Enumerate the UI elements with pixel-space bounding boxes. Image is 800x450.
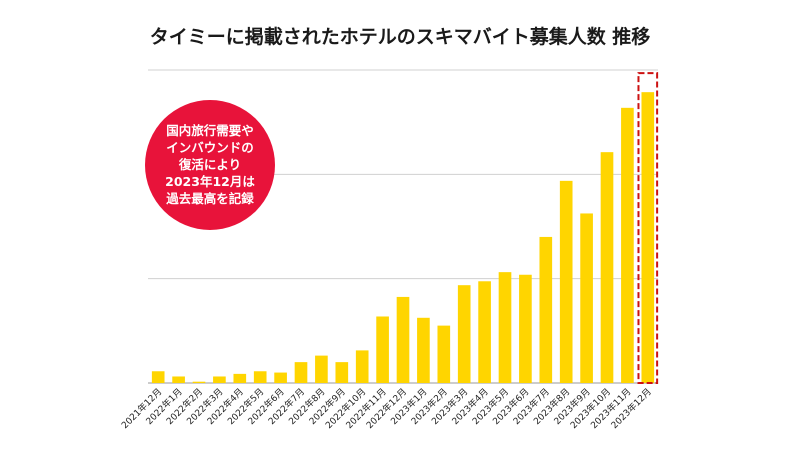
bar-17 xyxy=(478,281,491,383)
bar-13 xyxy=(396,296,410,383)
bar-3 xyxy=(192,381,206,383)
bar-19 xyxy=(519,274,532,383)
callout-text-line: 2023年12月は xyxy=(165,174,255,189)
bar-1 xyxy=(151,371,165,383)
callout-text-line: 国内旅行需要や xyxy=(166,123,254,138)
bar-4 xyxy=(213,376,226,383)
highlight-outline xyxy=(637,72,659,384)
callout-text-line: インバウンドの xyxy=(166,140,254,155)
bar-7 xyxy=(274,372,287,383)
bar-6 xyxy=(253,371,267,383)
bar-23 xyxy=(600,152,614,383)
chart-title: タイミーに掲載されたホテルのスキマバイト募集人数 推移 xyxy=(149,26,651,48)
bar-15 xyxy=(437,325,451,383)
callout-text-line: 過去最高を記録 xyxy=(165,191,254,206)
bar-18 xyxy=(498,272,512,383)
bar-14 xyxy=(417,317,430,383)
bar-25 xyxy=(641,92,655,383)
bar-9 xyxy=(315,355,328,383)
bar-22 xyxy=(580,213,593,383)
bar-5 xyxy=(233,373,247,383)
callout-circle xyxy=(145,100,275,230)
bar-24 xyxy=(621,107,634,383)
bar-12 xyxy=(376,316,389,383)
bar-2 xyxy=(172,376,185,383)
bar-16 xyxy=(457,285,471,383)
bar-10 xyxy=(335,362,349,383)
bar-20 xyxy=(539,236,553,383)
bar-8 xyxy=(294,362,308,383)
bar-21 xyxy=(559,180,573,383)
callout-text-line: 復活により xyxy=(178,157,241,172)
bar-11 xyxy=(355,350,369,383)
